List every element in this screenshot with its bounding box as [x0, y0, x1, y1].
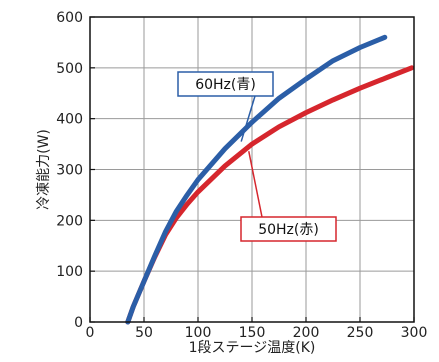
y-tick-label: 200 [56, 213, 83, 229]
x-tick-label: 150 [239, 325, 266, 341]
x-axis-title: 1段ステージ温度(K) [189, 340, 316, 356]
series-line-60hz [125, 34, 388, 325]
annotation-label-50hz: 50Hz(赤) [258, 222, 319, 238]
y-axis-title: 冷凍能力(W) [36, 129, 52, 210]
x-axis-ticks: 0 50 100 150 200 250 300 [86, 317, 428, 341]
series-layer [125, 34, 415, 325]
x-tick-label: 250 [347, 325, 374, 341]
y-axis-ticks: 0 100 200 300 400 500 600 [56, 10, 95, 331]
annotation-leader-50hz [248, 151, 263, 218]
y-tick-label: 0 [74, 315, 83, 331]
y-tick-label: 100 [56, 264, 83, 280]
x-tick-label: 200 [293, 325, 320, 341]
x-tick-label: 50 [135, 325, 153, 341]
annotation-box-60hz [177, 71, 274, 97]
y-tick-label: 500 [56, 61, 83, 77]
annotations: 60Hz(青) 50Hz(赤) [177, 71, 337, 242]
y-tick-label: 600 [56, 10, 83, 26]
y-tick-label: 300 [56, 163, 83, 179]
x-tick-label: 300 [401, 325, 428, 341]
annotation-leader-60hz [240, 95, 256, 142]
annotation-label-60hz: 60Hz(青) [195, 77, 256, 93]
x-tick-label: 100 [185, 325, 212, 341]
y-tick-label: 400 [56, 112, 83, 128]
grid-lines [90, 17, 414, 322]
annotation-box-50hz [240, 216, 337, 242]
x-tick-label: 0 [86, 325, 95, 341]
